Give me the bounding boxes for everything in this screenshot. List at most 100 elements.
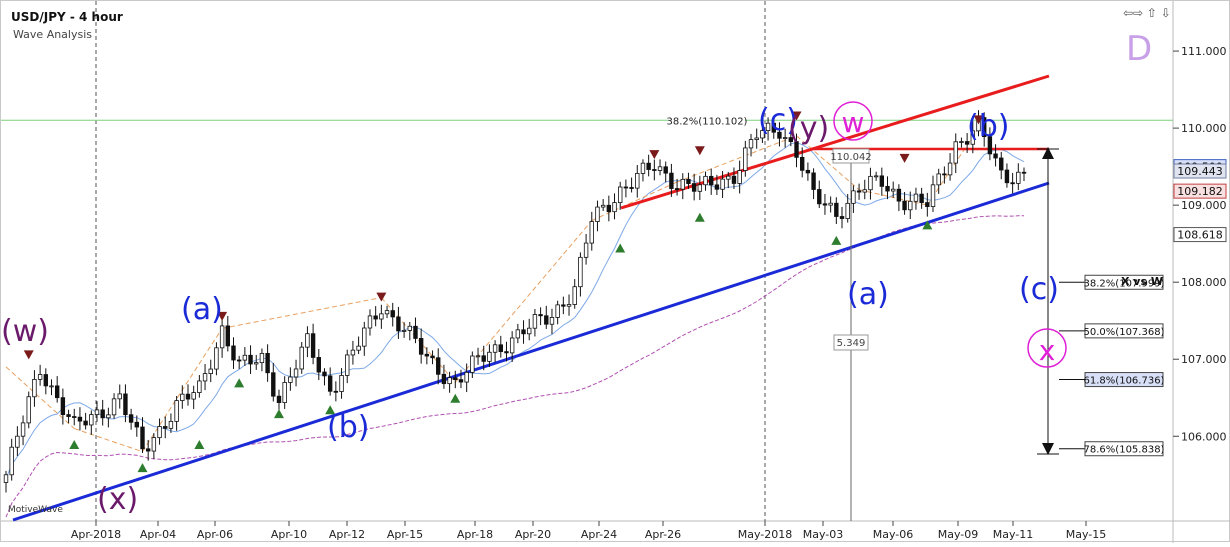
candle-body bbox=[259, 352, 265, 364]
candle-body bbox=[111, 398, 117, 416]
candle-body bbox=[379, 313, 384, 320]
candle-body bbox=[544, 315, 549, 325]
candle-body bbox=[686, 178, 691, 184]
candle-body bbox=[959, 141, 964, 143]
candle-body bbox=[748, 139, 754, 149]
candle-body bbox=[447, 377, 452, 385]
time-tick-label: Apr-18 bbox=[457, 528, 493, 541]
candle-body bbox=[595, 206, 600, 222]
candle-body bbox=[1021, 171, 1027, 174]
candle-body bbox=[32, 379, 37, 398]
wave-label-w-magenta: w bbox=[842, 106, 865, 139]
projection-arrow-up-head bbox=[1042, 147, 1054, 159]
projection-levels: 38.2%(107.999) 50.0%(107.368) 61.8%(106.73… bbox=[1059, 274, 1165, 457]
candle-body bbox=[709, 175, 714, 186]
footer-brand: MotiveWave bbox=[8, 505, 63, 515]
candle-body bbox=[390, 310, 395, 318]
price-tick-label: 110.000 bbox=[1181, 122, 1227, 135]
candle-body bbox=[157, 426, 162, 439]
price-label-text: 108.618 bbox=[1177, 229, 1223, 242]
wave-label-w-purple: (w) bbox=[1, 314, 49, 349]
candle-body bbox=[885, 185, 890, 192]
candle-body bbox=[652, 169, 657, 171]
candle-body bbox=[225, 325, 230, 347]
candle-body bbox=[726, 175, 731, 180]
candle-body bbox=[367, 315, 373, 329]
fib-label: 38.2%(110.102) bbox=[667, 116, 748, 127]
candle-body bbox=[487, 351, 492, 362]
price-tick-label: 106.000 bbox=[1181, 430, 1227, 443]
candle-body bbox=[646, 162, 651, 170]
candlestick-series bbox=[3, 110, 1027, 493]
candle-body bbox=[805, 169, 811, 174]
candle-body bbox=[504, 351, 509, 354]
chart-title: USD/JPY - 4 hour bbox=[11, 10, 123, 24]
candle-body bbox=[942, 173, 947, 176]
candle-body bbox=[817, 189, 822, 205]
candle-body bbox=[765, 122, 771, 131]
projection-level-label: 38.2%(107.999) bbox=[1084, 278, 1165, 289]
candle-body bbox=[94, 409, 100, 416]
candle-body bbox=[896, 188, 902, 202]
candle-body bbox=[362, 327, 367, 347]
projection-arrow-down-head bbox=[1042, 443, 1054, 455]
corner-letter: D bbox=[1126, 29, 1152, 69]
candle-body bbox=[953, 141, 958, 164]
candle-body bbox=[868, 175, 873, 191]
measure-top-box bbox=[832, 148, 870, 164]
candle-body bbox=[987, 136, 993, 155]
candle-body bbox=[26, 396, 31, 424]
candle-body bbox=[566, 304, 572, 307]
projection-level-label: 78.6%(105.838) bbox=[1084, 445, 1165, 456]
candle-body bbox=[663, 166, 668, 174]
measure-middle-box bbox=[833, 334, 869, 351]
candle-body bbox=[600, 204, 606, 208]
candle-body bbox=[856, 190, 862, 193]
candle-body bbox=[993, 153, 998, 159]
time-tick-label: Apr-12 bbox=[329, 528, 365, 541]
candle-body bbox=[145, 448, 151, 452]
candle-body bbox=[964, 141, 970, 145]
candle-body bbox=[731, 175, 737, 184]
fib-label-box bbox=[669, 113, 745, 127]
candle-body bbox=[373, 315, 378, 320]
candle-body bbox=[54, 385, 60, 399]
candle-body bbox=[890, 188, 896, 192]
candle-body bbox=[327, 375, 333, 392]
swing-low-marker bbox=[234, 378, 245, 388]
candle-body bbox=[123, 393, 128, 416]
candle-body bbox=[549, 317, 555, 325]
candle-body bbox=[89, 414, 94, 426]
nav-arrows[interactable]: ⇦⇨ ⇧ ⇩ bbox=[1123, 6, 1171, 20]
candle-body bbox=[1016, 171, 1021, 184]
candle-body bbox=[396, 316, 401, 332]
candle-body bbox=[936, 173, 941, 186]
wave-labels: (w) (x) (a) (b) (c) (y) w (a) (b) (c) x bbox=[1, 101, 1067, 517]
price-tick-label: 109.000 bbox=[1181, 199, 1227, 212]
candle-body bbox=[680, 178, 685, 190]
candle-body bbox=[83, 420, 88, 426]
price-label-text: 109.443 bbox=[1177, 165, 1223, 178]
candle-body bbox=[60, 397, 66, 416]
candle-body bbox=[407, 325, 412, 331]
measure-top-label: 110.042 bbox=[830, 152, 871, 163]
candle-body bbox=[9, 446, 14, 476]
price-tick-label: 107.000 bbox=[1181, 353, 1227, 366]
swing-low-marker bbox=[69, 439, 80, 449]
price-label-text: 109.182 bbox=[1177, 185, 1223, 198]
candle-body bbox=[254, 362, 259, 365]
candle-body bbox=[345, 354, 350, 376]
candle-body bbox=[271, 372, 276, 397]
candle-body bbox=[458, 379, 464, 383]
candle-body bbox=[202, 373, 208, 382]
candle-body bbox=[384, 310, 390, 315]
candle-body bbox=[49, 385, 54, 388]
candle-body bbox=[606, 204, 612, 213]
candle-body bbox=[151, 437, 157, 452]
blue-support-trendline[interactable] bbox=[12, 181, 1050, 522]
candle-body bbox=[589, 221, 594, 244]
projection-level-label: 50.0%(107.368) bbox=[1084, 327, 1165, 338]
candle-body bbox=[322, 371, 327, 377]
